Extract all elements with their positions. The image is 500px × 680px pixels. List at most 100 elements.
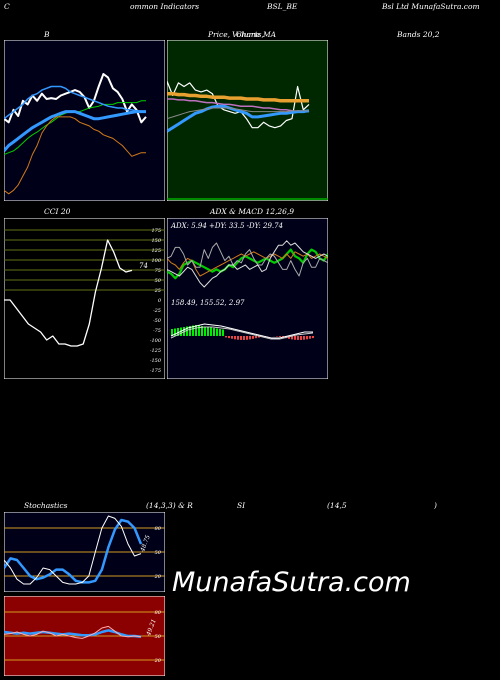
macd-histogram-bar: [252, 336, 254, 339]
header-indicators: ommon Indicators: [130, 2, 200, 11]
bollinger-middle-shadow: [4, 85, 146, 120]
macd-histogram-bar: [255, 336, 257, 339]
cci-tick-label: -75: [153, 328, 161, 334]
bollinger-title: B: [44, 30, 50, 39]
adx-grey-line: [167, 240, 328, 288]
stoch-grid-tick: 50: [155, 550, 162, 556]
macd-values-label: 158.49, 155.52, 2.97: [171, 299, 245, 307]
macd-histogram-bar: [216, 328, 218, 336]
cci-tick-label: -25: [153, 308, 161, 314]
adx-line: [167, 248, 328, 280]
cci-tick-label: 150: [151, 238, 161, 244]
macd-histogram-bar: [258, 336, 260, 338]
stoch-k-line: [4, 518, 143, 584]
cci-tick-label: -150: [150, 358, 162, 364]
cci-chart: 175 150 125 100 75 50 25 0 -25 -50 -75 -100 -125 -150…: [4, 218, 165, 379]
bollinger-chart: [4, 40, 165, 201]
macd-histogram-bar: [198, 325, 200, 336]
bollinger-price-line: [4, 73, 147, 124]
bollinger-middle-band: [4, 110, 146, 152]
macd-histogram-bar: [246, 336, 248, 340]
macd-histogram-bar: [174, 328, 176, 336]
bollinger-lower-band: [4, 116, 146, 195]
rsi-grid-tick: 20: [154, 658, 162, 664]
stoch-grid-tick: 20: [154, 574, 162, 580]
macd-histogram-bar: [177, 328, 179, 336]
macd-histogram-bar: [204, 326, 206, 336]
macd-histogram-bar: [279, 336, 281, 337]
macd-histogram-bar: [234, 336, 236, 340]
rsi-title-c: ): [434, 501, 437, 510]
rsi-grid-tick: 80: [155, 610, 162, 616]
cci-tick-label: -125: [150, 348, 161, 354]
stoch-grid-tick: 80: [155, 526, 162, 532]
stoch-title: Stochastics: [24, 501, 68, 510]
macd-histogram-bar: [300, 336, 302, 340]
rsi-signal-line: [4, 625, 142, 639]
macd-histogram-bar: [219, 329, 221, 336]
adx-values-label: ADX: 5.94 +DY: 33.5 -DY: 29.74: [170, 222, 283, 230]
adx-minus-di-line: [167, 251, 328, 277]
macd-histogram-bar: [240, 336, 242, 340]
macd-histogram-bar: [243, 336, 245, 340]
cci-tick-label: 125: [151, 248, 161, 254]
macd-histogram-bar: [288, 336, 290, 339]
adx-plus-di-line: [167, 242, 328, 277]
adx-macd-title: ADX & MACD 12,26,9: [210, 207, 295, 216]
cci-tick-label: -50: [153, 318, 162, 324]
header-symbol: BSL_BE: [267, 2, 298, 11]
macd-histogram-bar: [231, 336, 233, 339]
price-title-d: MA: [263, 30, 277, 39]
macd-histogram-bar: [306, 336, 308, 340]
rsi-grid-tick: 50: [155, 634, 162, 640]
cci-tick-label: -175: [150, 368, 161, 374]
macd-histogram-bar: [201, 326, 203, 336]
header-left: C: [4, 2, 10, 11]
macd-signal-line: [170, 326, 314, 340]
macd-histogram-bar: [189, 326, 191, 336]
macd-histogram-bar: [249, 336, 251, 340]
price-ma-long: [167, 91, 309, 103]
macd-histogram-bar: [294, 336, 296, 340]
stoch-params: (14,3,3) & R: [146, 501, 193, 510]
cci-title: CCI 20: [44, 207, 71, 216]
macd-histogram-bar: [237, 336, 239, 340]
macd-histogram-bar: [186, 326, 188, 336]
macd-histogram-bar: [171, 329, 173, 336]
cci-value-label: 74: [139, 262, 148, 270]
cci-tick-label: 75: [155, 268, 161, 274]
cci-line: [4, 239, 133, 347]
cci-tick-label: 25: [154, 288, 161, 294]
macd-histogram-bar: [192, 325, 194, 336]
macd-histogram-bar: [207, 327, 209, 336]
price-ma-short: [167, 104, 310, 133]
rsi-title-b: (14,5: [327, 501, 347, 510]
price-close-line: [167, 80, 310, 129]
macd-histogram-bar: [303, 336, 305, 340]
macd-histogram-bar: [225, 336, 227, 338]
price-title-c: Charts,: [236, 30, 264, 39]
price-title-b: Volume: [232, 30, 261, 39]
cci-tick-label: -100: [150, 338, 162, 344]
macd-histogram-bar: [213, 328, 215, 336]
cci-tick-label: 100: [151, 258, 161, 264]
price-chart: [167, 40, 328, 201]
macd-line: [170, 323, 313, 339]
macd-histogram-bar: [297, 336, 299, 340]
macd-histogram-bar: [291, 336, 293, 340]
macd-histogram-bar: [222, 329, 224, 336]
stoch-d-line: [4, 515, 142, 585]
cci-tick-label: 50: [155, 278, 162, 284]
bands-title: Bands 20,2: [397, 30, 440, 39]
macd-histogram-bar: [228, 336, 230, 339]
macd-histogram-bar: [312, 336, 314, 339]
macd-histogram-bar: [210, 327, 212, 336]
adx-macd-chart: ADX: 5.94 +DY: 33.5 -DY: 29.74 158.49, 1…: [167, 218, 328, 379]
cci-tick-label: 0: [158, 298, 162, 304]
watermark: MunafaSutra.com: [172, 567, 411, 598]
macd-histogram-bar: [195, 325, 197, 336]
price-ma-grey: [167, 107, 309, 120]
rsi-title-a: SI: [237, 501, 246, 510]
